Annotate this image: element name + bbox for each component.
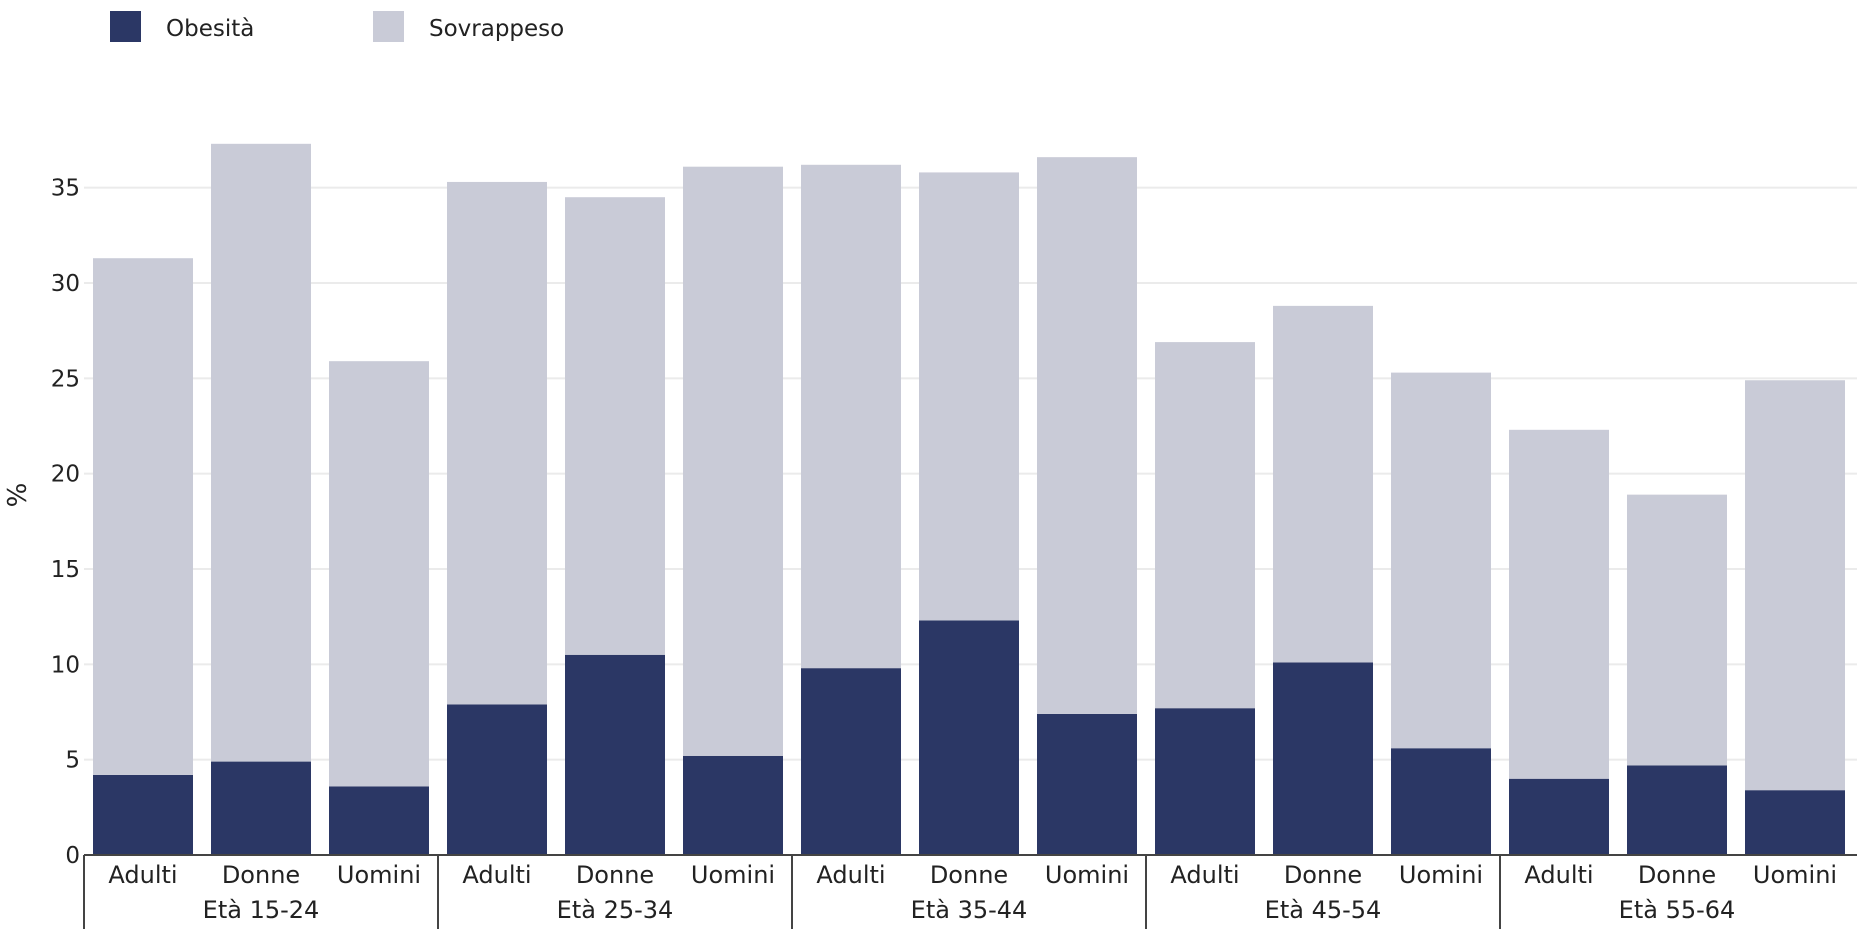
- bar-segment: [447, 704, 547, 855]
- bar-segment: [1745, 790, 1845, 855]
- legend-swatch-obesita: [110, 11, 141, 42]
- x-category-label: Donne: [222, 861, 300, 889]
- x-category-label: Adulti: [462, 861, 531, 889]
- bar-segment: [565, 197, 665, 655]
- x-group-label: Età 25-34: [557, 896, 674, 924]
- bar-segment: [1037, 157, 1137, 714]
- x-category-label: Uomini: [691, 861, 775, 889]
- bar-segment: [1273, 662, 1373, 855]
- y-axis-ticks: 0 5 10 15 20 25 30 35: [51, 176, 80, 869]
- x-category-label: Donne: [930, 861, 1008, 889]
- x-group-label: Età 45-54: [1265, 896, 1382, 924]
- legend: Obesità Sovrappeso: [110, 11, 564, 42]
- bar-segment: [1391, 748, 1491, 855]
- y-tick-label: 15: [51, 557, 80, 583]
- legend-label-sovrappeso: Sovrappeso: [429, 16, 564, 42]
- y-tick-label: 30: [51, 271, 80, 297]
- bar-segment: [1155, 708, 1255, 855]
- y-tick-label: 5: [65, 748, 80, 774]
- bar-segment: [1155, 342, 1255, 709]
- y-tick-label: 0: [65, 843, 80, 869]
- bar-segment: [1391, 372, 1491, 749]
- bar-segment: [1037, 713, 1137, 855]
- bar-segment: [447, 181, 547, 705]
- x-category-label: Uomini: [1399, 861, 1483, 889]
- x-category-label: Donne: [1284, 861, 1362, 889]
- y-tick-label: 25: [51, 366, 80, 392]
- bar-segment: [565, 654, 665, 855]
- bar-segment: [919, 620, 1019, 855]
- x-category-label: Uomini: [1045, 861, 1129, 889]
- x-category-label: Adulti: [108, 861, 177, 889]
- x-category-label: Donne: [576, 861, 654, 889]
- x-axis-group-labels: Età 15-24 Età 25-34 Età 35-44 Età 45-54 Età …: [83, 855, 1736, 929]
- bar-segment: [211, 143, 311, 762]
- bar-segment: [801, 668, 901, 855]
- bar-segment: [1627, 765, 1727, 855]
- x-category-label: Donne: [1638, 861, 1716, 889]
- bar-segment: [683, 166, 783, 756]
- x-axis-category-labels: Adulti Donne Uomini Adulti Donne Uomini Adulti…: [108, 861, 1837, 889]
- bar-segment: [329, 786, 429, 855]
- y-tick-label: 20: [51, 462, 80, 488]
- bar-segment: [1627, 494, 1727, 766]
- bar-segment: [683, 755, 783, 855]
- bar-segment: [93, 774, 193, 855]
- y-tick-label: 10: [51, 652, 80, 678]
- x-group-label: Età 55-64: [1619, 896, 1736, 924]
- x-category-label: Adulti: [816, 861, 885, 889]
- bar-segment: [1745, 380, 1845, 791]
- legend-label-obesita: Obesità: [166, 16, 254, 42]
- legend-swatch-sovrappeso: [373, 11, 404, 42]
- bar-segment: [329, 361, 429, 787]
- bar-segment: [1509, 778, 1609, 855]
- bar-segment: [211, 761, 311, 855]
- x-category-label: Adulti: [1170, 861, 1239, 889]
- bar-segment: [1273, 305, 1373, 663]
- bar-segment: [93, 258, 193, 775]
- bar-segment: [919, 172, 1019, 621]
- bar-segment: [801, 164, 901, 669]
- y-tick-label: 35: [51, 176, 80, 202]
- y-axis-label: %: [3, 483, 33, 508]
- x-group-label: Età 35-44: [911, 896, 1028, 924]
- x-category-label: Uomini: [1753, 861, 1837, 889]
- x-group-label: Età 15-24: [203, 896, 320, 924]
- bars: [93, 143, 1845, 855]
- x-category-label: Adulti: [1524, 861, 1593, 889]
- x-category-label: Uomini: [337, 861, 421, 889]
- bar-segment: [1509, 429, 1609, 779]
